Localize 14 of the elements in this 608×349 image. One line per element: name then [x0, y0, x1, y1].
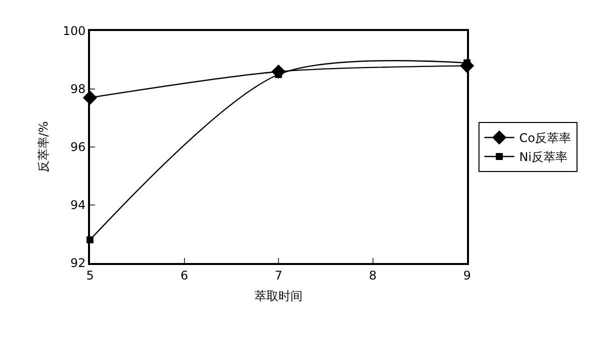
y-tick-label: 96: [70, 140, 86, 154]
x-tick-label: 8: [368, 268, 377, 282]
x-tick-label: 6: [180, 268, 188, 282]
y-tick-label: 94: [70, 198, 86, 212]
y-tick-label: 100: [62, 24, 86, 38]
x-tick-label: 5: [86, 268, 94, 282]
legend-label: Co反萃率: [519, 131, 572, 146]
x-axis-title: 萃取时间: [254, 288, 302, 303]
x-tick-label: 7: [274, 268, 282, 282]
y-tick-label: 92: [70, 256, 86, 270]
x-tick-label: 9: [463, 268, 471, 282]
y-axis-title: 反萃率/%: [36, 121, 50, 173]
legend-label: Ni反萃率: [519, 150, 568, 164]
y-tick-label: 98: [70, 82, 86, 96]
